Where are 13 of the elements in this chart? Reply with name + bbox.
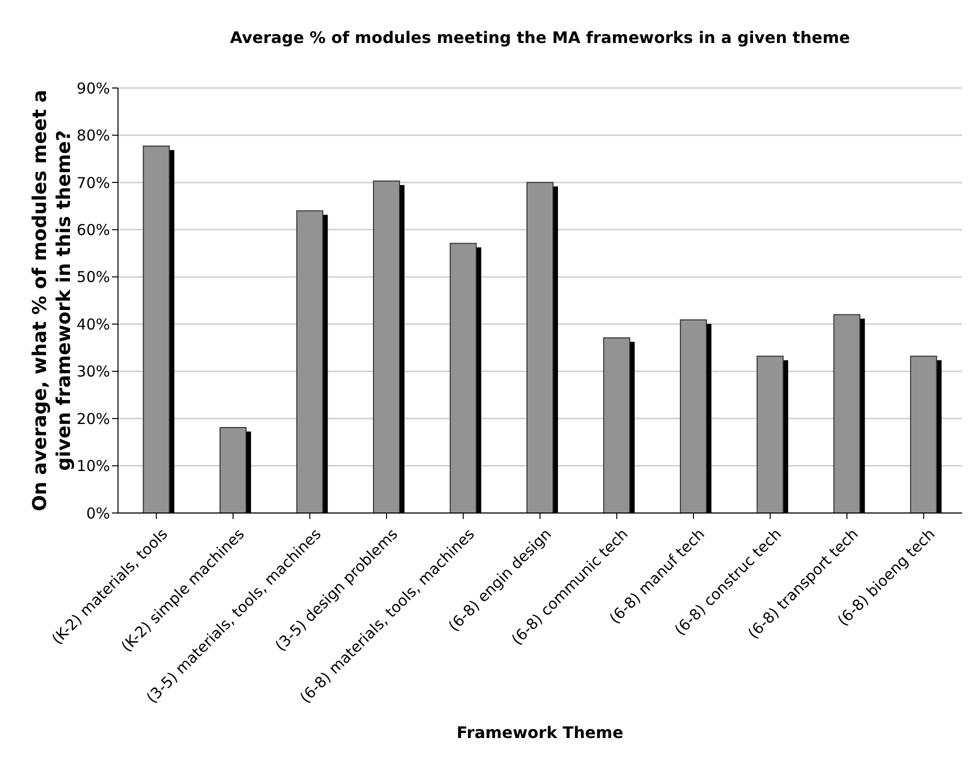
y-tick-label: 10% (76, 457, 110, 476)
y-tick-label: 60% (76, 220, 110, 239)
y-tick-label: 80% (76, 126, 110, 145)
y-tick-label: 50% (76, 268, 110, 286)
y-tick-label: 30% (76, 362, 110, 381)
y-tick-label: 40% (76, 315, 110, 334)
chart-title: Average % of modules meeting the MA frameworks in a given theme (229, 27, 851, 47)
y-tick-label: 0% (86, 504, 110, 522)
y-tick-label: 90% (76, 79, 110, 98)
y-tick-label: 20% (76, 410, 110, 428)
x-axis-title: Framework Theme (456, 723, 624, 742)
y-axis-title: On average, what % of modules meet a given framework in this theme? (29, 90, 75, 512)
y-tick-label: 70% (76, 174, 110, 192)
